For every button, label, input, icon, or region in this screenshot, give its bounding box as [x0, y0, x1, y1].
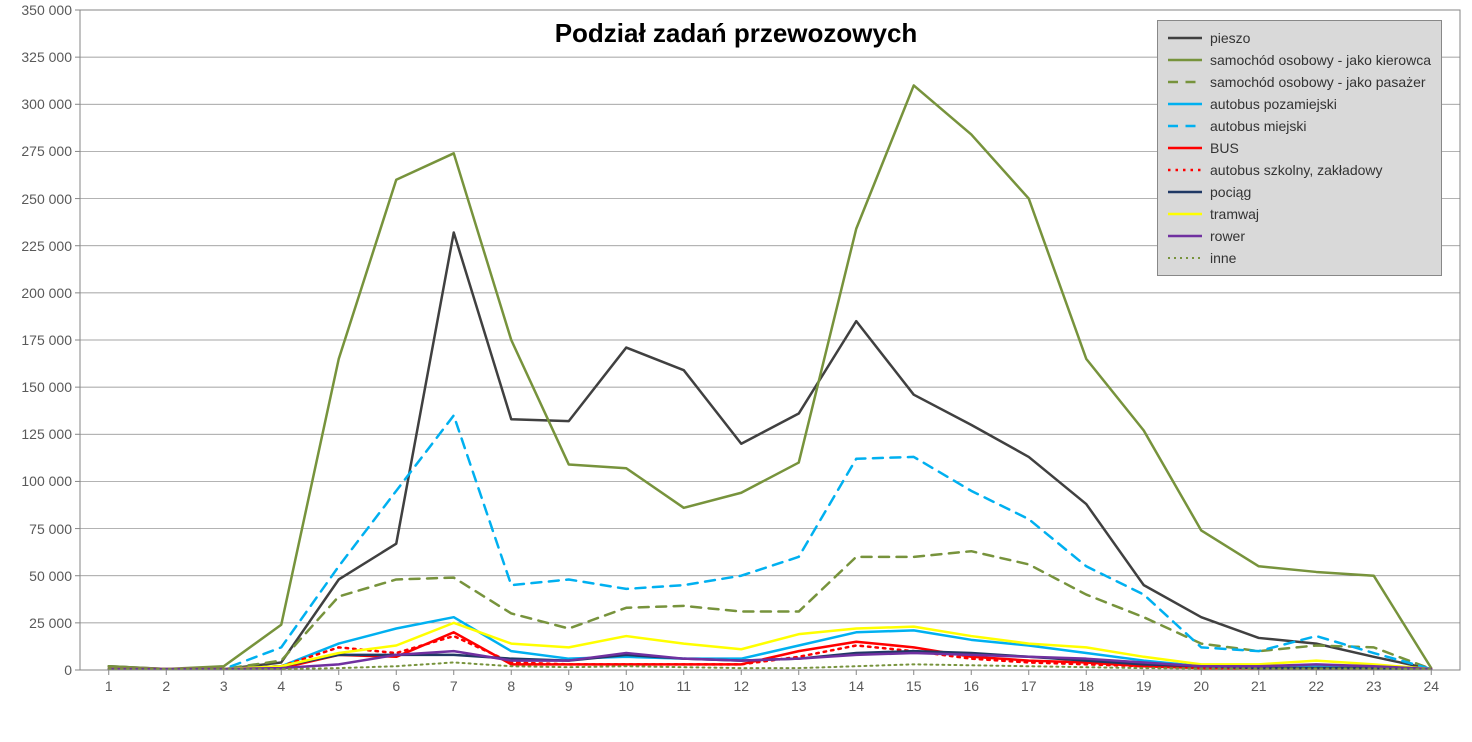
legend-label: samochód osobowy - jako pasażer — [1210, 74, 1426, 90]
chart-container: Podział zadań przewozowych 025 00050 000… — [0, 0, 1472, 737]
legend-item-tramwaj: tramwaj — [1166, 203, 1431, 225]
legend-item-rower: rower — [1166, 225, 1431, 247]
xtick-label: 3 — [220, 678, 228, 694]
ytick-label: 275 000 — [12, 143, 72, 159]
legend-label: pociąg — [1210, 184, 1251, 200]
ytick-label: 300 000 — [12, 96, 72, 112]
xtick-label: 7 — [450, 678, 458, 694]
xtick-label: 4 — [277, 678, 285, 694]
ytick-label: 125 000 — [12, 426, 72, 442]
legend-item-pociag: pociąg — [1166, 181, 1431, 203]
ytick-label: 225 000 — [12, 238, 72, 254]
legend-swatch — [1166, 71, 1204, 93]
chart-legend: pieszo samochód osobowy - jako kierowca sa… — [1157, 20, 1442, 276]
legend-swatch — [1166, 181, 1204, 203]
legend-swatch — [1166, 115, 1204, 137]
legend-item-autobus_szkolny: autobus szkolny, zakładowy — [1166, 159, 1431, 181]
xtick-label: 13 — [791, 678, 807, 694]
legend-swatch — [1166, 203, 1204, 225]
ytick-label: 100 000 — [12, 473, 72, 489]
legend-swatch — [1166, 159, 1204, 181]
xtick-label: 6 — [392, 678, 400, 694]
legend-item-pieszo: pieszo — [1166, 27, 1431, 49]
ytick-label: 0 — [12, 662, 72, 678]
ytick-label: 175 000 — [12, 332, 72, 348]
xtick-label: 8 — [507, 678, 515, 694]
legend-label: autobus miejski — [1210, 118, 1307, 134]
xtick-label: 21 — [1251, 678, 1267, 694]
xtick-label: 20 — [1193, 678, 1209, 694]
legend-label: samochód osobowy - jako kierowca — [1210, 52, 1431, 68]
legend-label: autobus szkolny, zakładowy — [1210, 162, 1383, 178]
xtick-label: 12 — [733, 678, 749, 694]
xtick-label: 11 — [676, 678, 691, 694]
xtick-label: 15 — [906, 678, 922, 694]
ytick-label: 350 000 — [12, 2, 72, 18]
ytick-label: 325 000 — [12, 49, 72, 65]
legend-item-autobus_miejski: autobus miejski — [1166, 115, 1431, 137]
legend-swatch — [1166, 137, 1204, 159]
xtick-label: 1 — [105, 678, 113, 694]
legend-item-samochod_kierowca: samochód osobowy - jako kierowca — [1166, 49, 1431, 71]
legend-label: inne — [1210, 250, 1236, 266]
legend-item-inne: inne — [1166, 247, 1431, 269]
xtick-label: 17 — [1021, 678, 1037, 694]
ytick-label: 50 000 — [12, 568, 72, 584]
legend-label: pieszo — [1210, 30, 1250, 46]
legend-label: tramwaj — [1210, 206, 1259, 222]
xtick-label: 19 — [1136, 678, 1152, 694]
xtick-label: 22 — [1308, 678, 1324, 694]
legend-item-bus: BUS — [1166, 137, 1431, 159]
ytick-label: 250 000 — [12, 191, 72, 207]
legend-label: autobus pozamiejski — [1210, 96, 1337, 112]
xtick-label: 5 — [335, 678, 343, 694]
xtick-label: 2 — [162, 678, 170, 694]
legend-swatch — [1166, 247, 1204, 269]
legend-label: rower — [1210, 228, 1245, 244]
xtick-label: 16 — [963, 678, 979, 694]
legend-item-samochod_pasazer: samochód osobowy - jako pasażer — [1166, 71, 1431, 93]
xtick-label: 14 — [848, 678, 864, 694]
xtick-label: 9 — [565, 678, 573, 694]
xtick-label: 24 — [1423, 678, 1439, 694]
legend-swatch — [1166, 27, 1204, 49]
legend-item-autobus_pozamiejski: autobus pozamiejski — [1166, 93, 1431, 115]
legend-swatch — [1166, 225, 1204, 247]
legend-swatch — [1166, 93, 1204, 115]
xtick-label: 18 — [1078, 678, 1094, 694]
ytick-label: 200 000 — [12, 285, 72, 301]
legend-swatch — [1166, 49, 1204, 71]
xtick-label: 23 — [1366, 678, 1382, 694]
ytick-label: 150 000 — [12, 379, 72, 395]
ytick-label: 25 000 — [12, 615, 72, 631]
ytick-label: 75 000 — [12, 521, 72, 537]
xtick-label: 10 — [618, 678, 634, 694]
legend-label: BUS — [1210, 140, 1239, 156]
